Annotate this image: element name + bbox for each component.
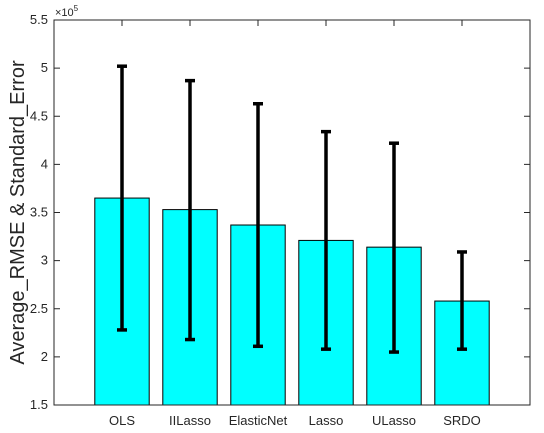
plot-frame [53, 19, 531, 406]
x-tick-label: SRDO [443, 413, 481, 428]
x-tick-label: OLS [109, 413, 135, 428]
y-tick-label: 2.5 [30, 301, 48, 316]
x-tick-label: IILasso [169, 413, 211, 428]
y-exponent-base: ×10 [55, 7, 74, 19]
y-axis-exponent: ×105 [55, 4, 79, 19]
error-bars [117, 64, 467, 354]
labels: Average_RMSE & Standard_Error ×105 [7, 4, 79, 365]
y-tick-label: 5 [41, 60, 48, 75]
bars [94, 197, 490, 406]
axes: 1.5 2 2.5 3 3.5 4 4.5 5 5.5 OLS IILasso ElasticNet L… [30, 12, 530, 428]
y-tick-label: 3 [41, 253, 48, 268]
x-tick-label: ULasso [372, 413, 416, 428]
y-exponent-power: 5 [74, 4, 79, 13]
y-axis-label: Average_RMSE & Standard_Error [7, 60, 29, 365]
x-tick-label: ElasticNet [229, 413, 288, 428]
y-tick-label: 4.5 [30, 108, 48, 123]
y-tick-label: 3.5 [30, 205, 48, 220]
y-tick-label: 4 [41, 156, 48, 171]
y-tick-label: 5.5 [30, 12, 48, 27]
x-tick-label: Lasso [309, 413, 344, 428]
y-tick-label: 2 [41, 349, 48, 364]
y-tick-label: 1.5 [30, 397, 48, 412]
axes-box [53, 19, 531, 406]
